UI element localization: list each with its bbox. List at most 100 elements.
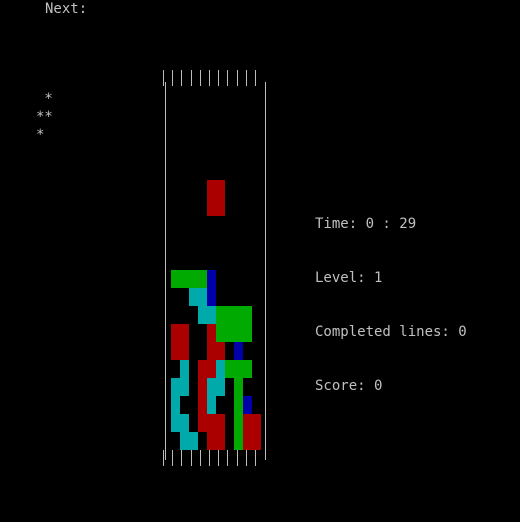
wall-segment <box>165 442 167 460</box>
rail-segment <box>190 450 200 466</box>
rail-segment <box>245 450 255 466</box>
cyan-block <box>180 432 189 450</box>
board-top-rail <box>163 70 264 86</box>
cyan-block <box>198 288 207 306</box>
wall-segment <box>265 334 267 352</box>
wall-segment <box>165 154 167 172</box>
rail-segment <box>236 70 246 86</box>
wall-segment <box>165 190 167 208</box>
cyan-block <box>207 396 216 414</box>
board-right-wall <box>262 82 270 460</box>
green-block <box>189 270 198 288</box>
wall-segment <box>165 262 167 280</box>
red-block <box>216 414 225 432</box>
green-block <box>234 432 243 450</box>
wall-segment <box>265 100 267 118</box>
completed-lines-readout: Completed lines: 0 <box>315 324 467 340</box>
green-block <box>243 360 252 378</box>
wall-segment <box>165 82 167 100</box>
green-block <box>243 324 252 342</box>
rail-segment <box>199 450 209 466</box>
score-readout: Score: 0 <box>315 378 383 394</box>
wall-segment <box>165 136 167 154</box>
cyan-block <box>216 378 225 396</box>
cyan-block <box>207 378 216 396</box>
red-block <box>198 378 207 396</box>
wall-segment <box>265 388 267 406</box>
rail-segment <box>218 70 227 86</box>
wall-segment <box>165 370 167 388</box>
wall-segment <box>165 334 167 352</box>
rail-segment <box>208 70 218 86</box>
wall-segment <box>165 100 167 118</box>
wall-segment <box>265 154 267 172</box>
wall-segment <box>265 208 267 226</box>
green-block <box>234 306 243 324</box>
green-block <box>234 378 243 396</box>
board-bottom-rail <box>163 450 264 466</box>
wall-segment <box>265 262 267 280</box>
blue-block <box>207 288 216 306</box>
red-block <box>207 414 216 432</box>
wall-segment <box>165 244 167 262</box>
red-block <box>252 432 261 450</box>
rail-segment <box>163 450 172 466</box>
green-block <box>243 306 252 324</box>
next-label: Next: <box>45 1 88 17</box>
wall-segment <box>265 370 267 388</box>
red-block <box>198 414 207 432</box>
green-block <box>234 396 243 414</box>
cyan-block <box>171 414 180 432</box>
red-block <box>243 432 252 450</box>
time-readout: Time: 0 : 29 <box>315 216 417 232</box>
rail-segment <box>163 70 172 86</box>
rail-segment <box>199 70 209 86</box>
red-block <box>171 324 180 342</box>
rail-segment <box>254 450 264 466</box>
wall-segment <box>265 298 267 316</box>
red-block <box>171 342 180 360</box>
cyan-block <box>189 432 198 450</box>
green-block <box>225 360 234 378</box>
cyan-block <box>207 306 216 324</box>
red-block <box>207 198 216 216</box>
wall-segment <box>165 208 167 226</box>
wall-segment <box>265 406 267 424</box>
board-left-wall <box>162 82 170 460</box>
green-block <box>225 324 234 342</box>
blue-block <box>243 396 252 414</box>
red-block <box>207 360 216 378</box>
rail-segment <box>245 70 255 86</box>
red-block <box>198 360 207 378</box>
cyan-block <box>180 378 189 396</box>
red-block <box>243 414 252 432</box>
red-block <box>207 180 216 198</box>
rail-segment <box>172 450 181 466</box>
rail-segment <box>181 450 190 466</box>
rail-segment <box>227 450 236 466</box>
wall-segment <box>265 244 267 262</box>
red-block <box>216 432 225 450</box>
wall-segment <box>165 388 167 406</box>
cyan-block <box>180 414 189 432</box>
cyan-block <box>189 288 198 306</box>
stats-panel: Time: 0 : 29 Level: 1 Completed lines: 0… <box>315 179 467 431</box>
next-piece-preview: * ** * <box>36 91 53 143</box>
cyan-block <box>171 396 180 414</box>
rail-segment <box>236 450 246 466</box>
cyan-block <box>198 306 207 324</box>
wall-segment <box>265 82 267 100</box>
red-block <box>216 198 225 216</box>
cyan-block <box>216 360 225 378</box>
rail-segment <box>181 70 190 86</box>
rail-segment <box>208 450 218 466</box>
wall-segment <box>265 352 267 370</box>
wall-segment <box>265 424 267 442</box>
green-block <box>198 270 207 288</box>
wall-segment <box>165 316 167 334</box>
red-block <box>207 324 216 342</box>
blue-block <box>207 270 216 288</box>
rail-segment <box>190 70 200 86</box>
wall-segment <box>265 316 267 334</box>
red-block <box>207 432 216 450</box>
